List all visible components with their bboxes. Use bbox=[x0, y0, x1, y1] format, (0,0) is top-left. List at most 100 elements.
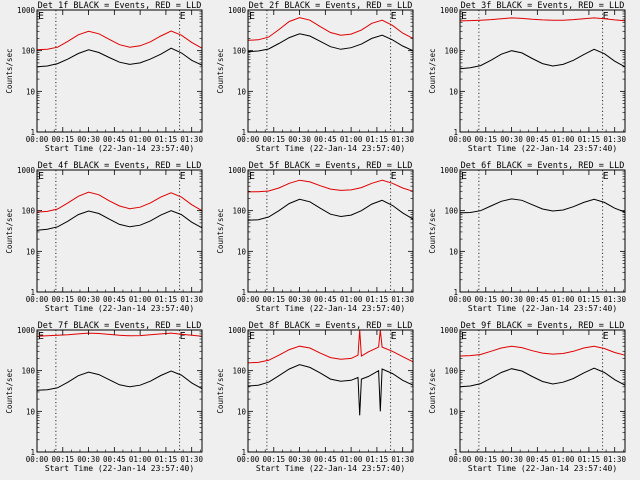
y-tick-label: 10 bbox=[26, 247, 36, 256]
x-tick-label: 00:30 bbox=[288, 455, 311, 464]
plot-frame bbox=[36, 329, 203, 453]
x-tick-label: 01:15 bbox=[366, 295, 389, 304]
corner-mark: E bbox=[249, 331, 255, 342]
x-tick-label: 00:30 bbox=[500, 295, 523, 304]
corner-mark: E bbox=[461, 331, 467, 342]
x-axis-label: Start Time (22-Jan-14 23:57:40) bbox=[256, 304, 405, 313]
y-tick-label: 10 bbox=[26, 87, 36, 96]
marker-label: E bbox=[391, 11, 397, 22]
panel-title: Det 4f BLACK = Events, RED = LLD bbox=[38, 161, 202, 171]
panel-title: Det 8f BLACK = Events, RED = LLD bbox=[249, 321, 413, 331]
y-tick-label: 1000 bbox=[440, 326, 459, 335]
y-tick-label: 10 bbox=[449, 407, 459, 416]
x-tick-label: 01:15 bbox=[578, 455, 601, 464]
y-tick-label: 10 bbox=[237, 247, 247, 256]
y-axis-label: Counts/sec bbox=[428, 208, 437, 253]
x-tick-label: 00:45 bbox=[103, 455, 126, 464]
x-tick-label: 01:00 bbox=[129, 455, 152, 464]
x-tick-label: 00:00 bbox=[26, 135, 49, 144]
panel-7: Det 7f BLACK = Events, RED = LLDEE110100… bbox=[5, 321, 203, 473]
x-tick-label: 01:00 bbox=[129, 135, 152, 144]
lld-series-line bbox=[247, 179, 414, 193]
x-tick-label: 00:45 bbox=[526, 295, 549, 304]
y-axis-label: Counts/sec bbox=[216, 208, 225, 253]
y-tick-label: 100 bbox=[444, 367, 458, 376]
y-tick-label: 100 bbox=[21, 207, 35, 216]
corner-mark: E bbox=[461, 171, 467, 182]
x-tick-label: 00:00 bbox=[237, 295, 260, 304]
y-tick-label: 100 bbox=[232, 207, 246, 216]
plot-frame bbox=[247, 329, 414, 453]
panel-title: Det 2f BLACK = Events, RED = LLD bbox=[249, 1, 413, 11]
y-tick-label: 1000 bbox=[440, 166, 459, 175]
x-tick-label: 00:00 bbox=[449, 135, 472, 144]
x-tick-label: 00:00 bbox=[26, 295, 49, 304]
marker-label: E bbox=[180, 331, 186, 342]
x-tick-label: 00:15 bbox=[262, 295, 285, 304]
x-tick-label: 00:45 bbox=[314, 295, 337, 304]
x-tick-label: 01:30 bbox=[603, 135, 626, 144]
marker-label: E bbox=[603, 331, 609, 342]
y-tick-label: 10 bbox=[449, 87, 459, 96]
x-tick-label: 00:00 bbox=[449, 455, 472, 464]
x-tick-label: 01:00 bbox=[340, 135, 363, 144]
plot-frame bbox=[459, 169, 626, 293]
marker-label: E bbox=[603, 11, 609, 22]
x-tick-label: 00:15 bbox=[51, 135, 74, 144]
y-tick-label: 1 bbox=[453, 128, 458, 137]
x-axis-label: Start Time (22-Jan-14 23:57:40) bbox=[45, 304, 194, 313]
events-series-line bbox=[36, 47, 203, 68]
panel-title: Det 9f BLACK = Events, RED = LLD bbox=[461, 321, 625, 331]
y-axis-label: Counts/sec bbox=[5, 368, 14, 413]
x-tick-label: 01:00 bbox=[552, 135, 575, 144]
events-series-line bbox=[36, 370, 203, 391]
x-tick-label: 00:45 bbox=[314, 135, 337, 144]
x-tick-label: 00:45 bbox=[103, 135, 126, 144]
corner-mark: E bbox=[38, 171, 44, 182]
x-tick-label: 00:30 bbox=[77, 455, 100, 464]
x-tick-label: 01:30 bbox=[180, 295, 203, 304]
marker-label: E bbox=[603, 171, 609, 182]
y-tick-label: 1 bbox=[453, 448, 458, 457]
y-tick-label: 100 bbox=[21, 367, 35, 376]
x-tick-label: 00:00 bbox=[449, 295, 472, 304]
x-tick-label: 01:30 bbox=[603, 295, 626, 304]
events-series-line bbox=[459, 48, 626, 70]
y-tick-label: 100 bbox=[444, 207, 458, 216]
x-tick-label: 01:00 bbox=[340, 455, 363, 464]
y-tick-label: 1000 bbox=[440, 6, 459, 15]
panel-title: Det 6f BLACK = Events, RED = LLD bbox=[461, 161, 625, 171]
lld-series-line bbox=[247, 329, 414, 364]
x-tick-label: 01:15 bbox=[578, 135, 601, 144]
lld-series-line bbox=[36, 30, 203, 51]
plot-frame bbox=[247, 169, 414, 293]
x-tick-label: 00:15 bbox=[262, 455, 285, 464]
x-tick-label: 01:15 bbox=[578, 295, 601, 304]
x-tick-label: 00:15 bbox=[474, 135, 497, 144]
panel-title: Det 7f BLACK = Events, RED = LLD bbox=[38, 321, 202, 331]
events-series-line bbox=[247, 198, 414, 221]
y-tick-label: 1 bbox=[241, 128, 246, 137]
y-axis-label: Counts/sec bbox=[216, 368, 225, 413]
marker-label: E bbox=[180, 171, 186, 182]
events-series-line bbox=[247, 33, 414, 53]
y-tick-label: 100 bbox=[444, 47, 458, 56]
x-tick-label: 00:30 bbox=[77, 135, 100, 144]
y-axis-label: Counts/sec bbox=[428, 368, 437, 413]
y-axis-label: Counts/sec bbox=[216, 48, 225, 93]
y-tick-label: 1000 bbox=[17, 326, 36, 335]
y-tick-label: 1 bbox=[30, 448, 35, 457]
x-axis-label: Start Time (22-Jan-14 23:57:40) bbox=[45, 144, 194, 153]
x-tick-label: 00:00 bbox=[237, 455, 260, 464]
x-axis-label: Start Time (22-Jan-14 23:57:40) bbox=[468, 144, 617, 153]
x-axis-label: Start Time (22-Jan-14 23:57:40) bbox=[468, 464, 617, 473]
x-tick-label: 00:45 bbox=[103, 295, 126, 304]
plot-frame bbox=[459, 9, 626, 133]
